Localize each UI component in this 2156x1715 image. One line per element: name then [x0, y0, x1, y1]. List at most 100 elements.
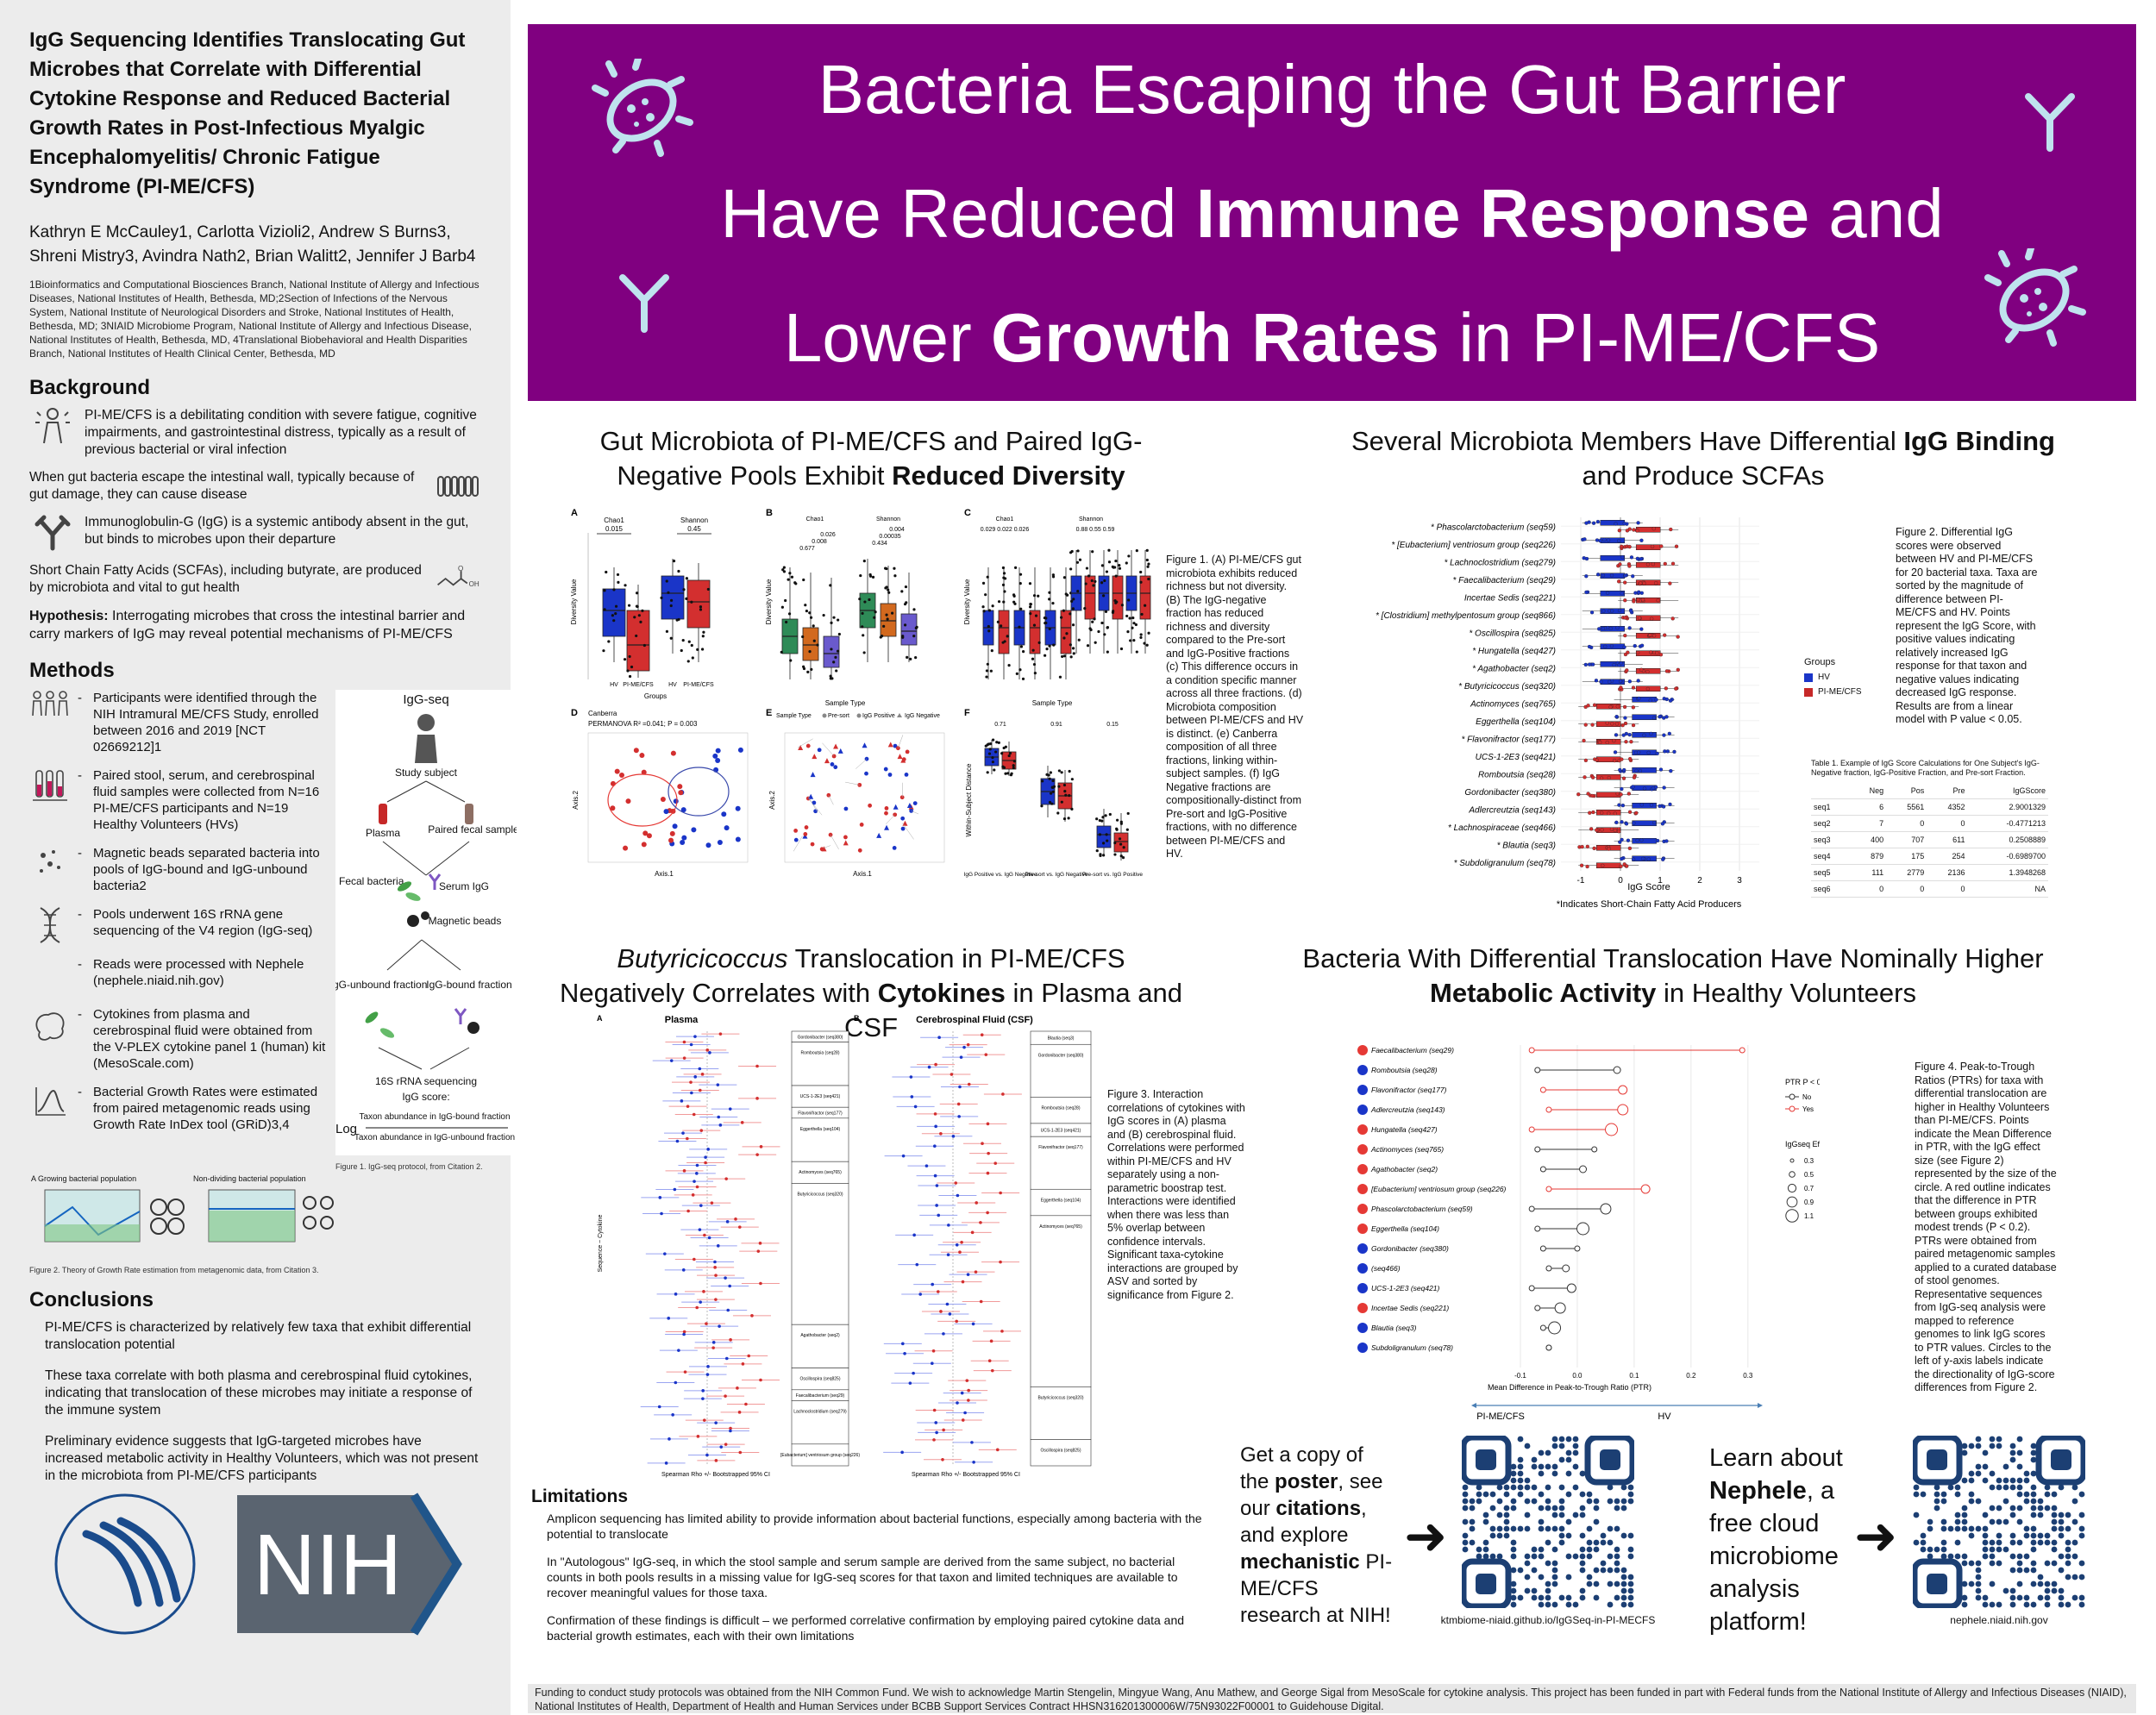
point	[1620, 820, 1624, 824]
point	[1622, 767, 1626, 773]
qr-module	[1462, 1484, 1469, 1491]
estimate	[718, 1124, 723, 1127]
svg-text:PERMANOVA R² =0.041; P = 0.003: PERMANOVA R² =0.041; P = 0.003	[588, 720, 698, 728]
estimate	[935, 1204, 938, 1207]
taxon-label: * Flavonifractor (seq177)	[1462, 735, 1557, 744]
table-cell: -0.6989700	[1967, 848, 2048, 865]
ptr-point	[1545, 1186, 1552, 1192]
point	[1131, 616, 1135, 620]
qr-module	[1545, 1484, 1551, 1491]
group-label: Blautia (seq3)	[1048, 1036, 1075, 1042]
point	[788, 572, 792, 575]
point	[1068, 769, 1071, 773]
point	[1094, 579, 1097, 584]
limitation-2: In "Autologous" IgG-seq, in which the st…	[547, 1555, 1178, 1599]
estimate	[900, 1450, 904, 1455]
point	[801, 635, 805, 639]
point	[1113, 853, 1117, 856]
point	[1078, 558, 1082, 561]
figure1-caption: Figure 1. (A) PI-ME/CFS gut microbiota e…	[1166, 554, 1304, 860]
qr-module	[1940, 1553, 1947, 1560]
point	[1107, 560, 1112, 564]
point	[1624, 822, 1629, 826]
taxon-label: Faecalibacterium (seq29)	[1371, 1046, 1454, 1055]
qr-module	[2058, 1601, 2065, 1608]
qr-url-nephele[interactable]: nephele.niaid.nih.gov	[1950, 1614, 2048, 1626]
svg-text:OH: OH	[469, 580, 479, 588]
point	[1069, 655, 1073, 659]
point	[982, 610, 986, 613]
point	[1048, 598, 1051, 601]
point	[1113, 841, 1117, 845]
svg-text:Within-Subject Distance: Within-Subject Distance	[965, 763, 973, 836]
table-cell: 0.2508889	[1967, 831, 2048, 848]
estimate	[693, 1075, 698, 1079]
label-a: A	[571, 508, 578, 518]
qr-module	[2016, 1491, 2023, 1498]
point	[805, 609, 809, 613]
point	[1060, 800, 1063, 804]
point	[1664, 839, 1669, 843]
qr-module	[1517, 1484, 1524, 1491]
point	[1652, 820, 1657, 825]
ptr-point	[1562, 1264, 1570, 1273]
qr-module	[2030, 1580, 2037, 1587]
point	[1119, 854, 1123, 858]
point	[1048, 627, 1051, 631]
qr-module	[1975, 1470, 1982, 1477]
qr-module	[1975, 1436, 1982, 1443]
qr-code-nephele[interactable]	[1913, 1436, 2085, 1608]
point	[993, 768, 996, 772]
point	[1583, 758, 1589, 763]
sample-point	[895, 746, 900, 751]
qr-code-poster[interactable]	[1462, 1436, 1634, 1608]
qr-text-nephele: Learn about Nephele, a free cloud microb…	[1709, 1444, 1843, 1636]
table-row: seq2 7 0 0 -0.4771213	[1811, 815, 2048, 832]
sample-point	[819, 847, 824, 852]
point	[1610, 722, 1614, 726]
point	[862, 651, 866, 654]
estimate	[741, 1362, 745, 1366]
panel2-title: Several Microbiota Members Have Differen…	[1351, 426, 2055, 491]
sample-point	[680, 839, 686, 845]
qr-module	[1934, 1505, 1940, 1512]
point	[809, 616, 813, 619]
point	[1070, 807, 1074, 811]
box	[1635, 579, 1661, 585]
point	[1594, 679, 1599, 683]
point	[984, 593, 987, 597]
estimate	[908, 1381, 912, 1385]
sample-point	[673, 798, 679, 804]
point	[1052, 643, 1056, 647]
point	[1663, 633, 1667, 637]
qr-module	[1961, 1505, 1968, 1512]
qr-url-poster[interactable]: ktmbiome-niaid.github.io/IgGSeq-in-PI-ME…	[1440, 1614, 1656, 1626]
taxon-label: UCS-1-2E3 (seq421)	[1476, 753, 1556, 762]
point	[1091, 550, 1094, 554]
estimate	[934, 1062, 937, 1067]
qr-module	[2002, 1463, 2009, 1470]
point	[812, 624, 815, 628]
point	[1584, 574, 1589, 579]
point	[1620, 786, 1624, 792]
ptr-point	[1539, 1086, 1546, 1093]
point	[1100, 564, 1104, 567]
igseq-score-label: IgG score:	[402, 1091, 449, 1103]
point	[780, 650, 783, 654]
qr-module	[2009, 1539, 2016, 1546]
table-cell: 2779	[1886, 864, 1927, 881]
panel3-title: Butyricicoccus Translocation in PI-ME/CF…	[560, 943, 1182, 1042]
point	[1043, 616, 1047, 620]
qr-module	[1579, 1532, 1586, 1539]
qr-module	[1961, 1553, 1968, 1560]
point	[1649, 803, 1654, 807]
point	[1076, 549, 1080, 553]
point	[1040, 804, 1044, 808]
point	[988, 742, 993, 746]
point	[1609, 643, 1614, 648]
point	[1631, 857, 1636, 861]
estimate	[710, 1201, 714, 1205]
point	[1639, 591, 1644, 595]
point	[1640, 598, 1645, 602]
igseq-numerator: Taxon abundance in IgG-bound fraction	[359, 1112, 510, 1122]
